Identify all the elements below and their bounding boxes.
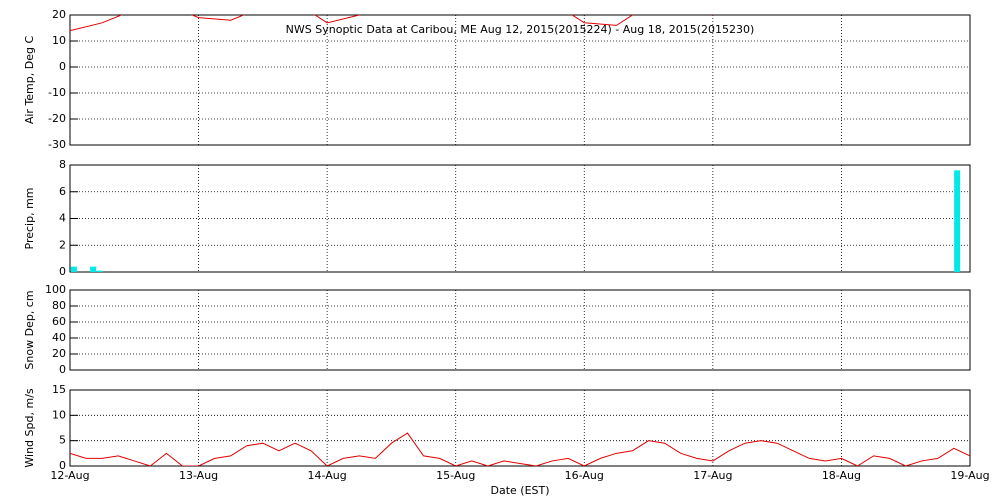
y-tick-label: 5	[59, 434, 66, 447]
x-tick-label: 12-Aug	[50, 469, 89, 482]
x-tick-label: 14-Aug	[308, 469, 347, 482]
y-tick-label: 0	[59, 363, 66, 376]
x-tick-label: 17-Aug	[693, 469, 732, 482]
y-tick-label: 15	[52, 383, 66, 396]
y-tick-label: 6	[59, 185, 66, 198]
plot-frame	[69, 289, 971, 371]
x-tick-label: 15-Aug	[436, 469, 475, 482]
panel: 0 5 10 15 12-Aug 13-Aug 14-Aug 15-Aug 16-Aug 17-A…	[23, 383, 990, 497]
x-tick-label: 16-Aug	[565, 469, 604, 482]
bar	[96, 270, 103, 272]
y-tick-label: 20	[52, 347, 66, 360]
y-tick-label: -30	[48, 138, 66, 151]
y-axis-label: Air Temp, Deg C	[23, 36, 36, 125]
x-tick-label: 19-Aug	[950, 469, 989, 482]
y-tick-label: 40	[52, 331, 66, 344]
panel: 0 20 40 60 80 100 Snow Dep, cm	[23, 283, 971, 376]
x-tick-label: 18-Aug	[822, 469, 861, 482]
y-axis-label: Wind Spd, m/s	[23, 388, 36, 468]
y-tick-label: 100	[45, 283, 66, 296]
plot-frame	[69, 389, 971, 467]
y-tick-label: -20	[48, 112, 66, 125]
y-tick-label: -10	[48, 86, 66, 99]
y-tick-label: 0	[59, 265, 66, 278]
bar	[90, 266, 97, 272]
y-tick-label: 80	[52, 299, 66, 312]
y-tick-label: 2	[59, 238, 66, 251]
plot-frame	[69, 164, 971, 273]
chart-title: NWS Synoptic Data at Caribou, ME Aug 12,…	[286, 23, 755, 36]
y-tick-label: 8	[59, 158, 66, 171]
plot-frame	[69, 14, 971, 146]
data-line	[70, 15, 715, 32]
y-tick-label: 60	[52, 315, 66, 328]
bar	[954, 170, 961, 272]
y-tick-label: 10	[52, 34, 66, 47]
y-axis-label: Snow Dep, cm	[23, 290, 36, 369]
bar	[70, 266, 77, 272]
panel: -30 -20 -10 0 10 20 Air Temp, Deg C NWS Synopti…	[23, 8, 971, 151]
x-axis-label: Date (EST)	[490, 484, 549, 497]
data-line	[70, 432, 970, 466]
y-tick-label: 10	[52, 408, 66, 421]
y-axis-label: Precip, mm	[23, 188, 36, 250]
panel: 0 2 4 6 8 Precip, mm	[23, 158, 971, 278]
y-tick-label: 4	[59, 212, 66, 225]
x-tick-label: 13-Aug	[179, 469, 218, 482]
y-tick-label: 0	[59, 60, 66, 73]
y-tick-label: 20	[52, 8, 66, 21]
y-tick-label: 0	[59, 459, 66, 472]
